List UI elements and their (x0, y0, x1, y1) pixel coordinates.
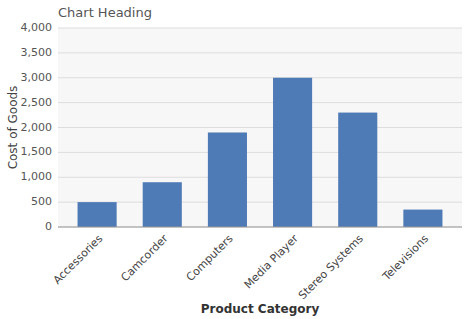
x-tick-label: Media Player (242, 232, 302, 292)
grid-line (58, 52, 462, 53)
x-tick-label: Televisions (379, 232, 431, 284)
bar (78, 202, 117, 227)
bar (273, 78, 312, 227)
grid-line (58, 28, 462, 29)
y-tick-label: 0 (45, 220, 52, 233)
y-axis-label: Cost of Goods (6, 86, 20, 170)
y-tick-label: 500 (31, 195, 52, 208)
x-tick-label: Accessories (51, 232, 106, 287)
x-axis-label: Product Category (201, 302, 320, 316)
y-tick-label: 1,000 (21, 170, 53, 183)
grid-line (58, 152, 462, 153)
bar (208, 132, 247, 227)
bars (78, 78, 443, 227)
y-tick-label: 2,500 (21, 96, 53, 109)
chart-container: 0 500 1,000 1,500 2,000 2,500 3,000 3,500 4,000 A… (0, 0, 474, 319)
chart-svg: 0 500 1,000 1,500 2,000 2,500 3,000 3,500 4,000 A… (0, 0, 474, 319)
y-tick-label: 4,000 (21, 21, 53, 34)
grid-line (58, 202, 462, 203)
grid-line (58, 227, 462, 228)
y-tick-label: 3,000 (21, 71, 53, 84)
y-tick-label: 1,500 (21, 145, 53, 158)
grid-line (58, 127, 462, 128)
x-tick-label: Camcorder (119, 232, 171, 284)
grid-line (58, 177, 462, 178)
bar (403, 210, 442, 227)
y-tick-label: 2,000 (21, 121, 53, 134)
grid-line (58, 77, 462, 78)
bar (338, 113, 377, 227)
x-tick-label: Stereo Systems (296, 232, 366, 302)
bar (143, 182, 182, 227)
y-tick-label: 3,500 (21, 46, 53, 59)
x-axis-line (58, 227, 462, 228)
chart-title: Chart Heading (58, 5, 152, 20)
grid-line (58, 102, 462, 103)
x-tick-label: Computers (184, 232, 236, 284)
plot-background (58, 28, 462, 227)
